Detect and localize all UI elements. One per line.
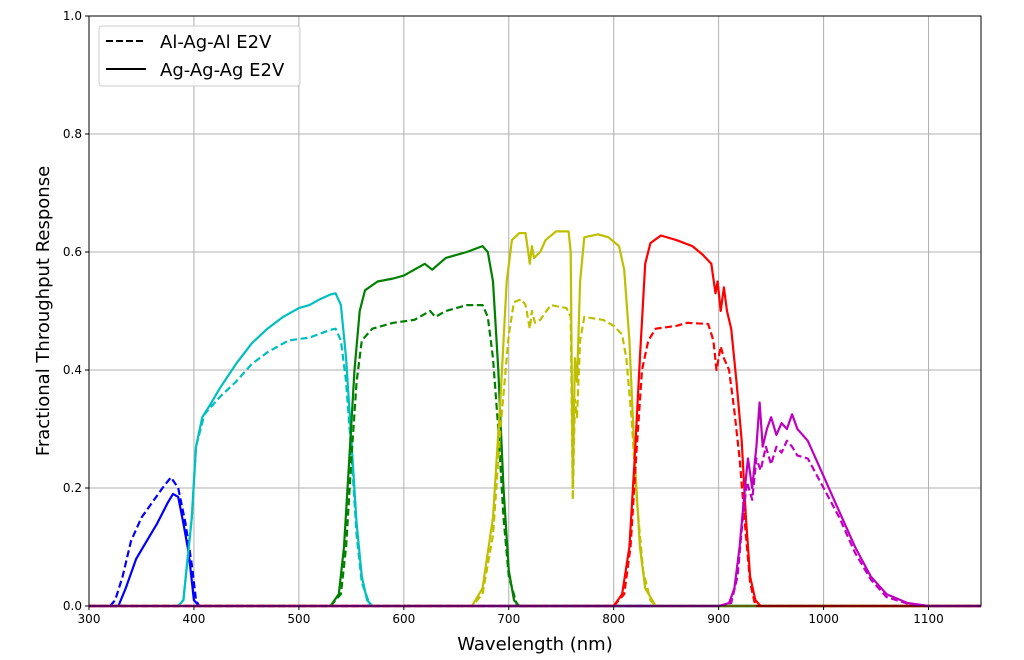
legend-label-al-ag-al: Al-Ag-Al E2V (160, 32, 272, 53)
y-tick-label: 0.8 (63, 127, 82, 141)
series-line-3-dashed (89, 327, 981, 608)
y-tick-label: 0.4 (63, 363, 82, 377)
plot-frame (88, 15, 982, 607)
series-group (89, 230, 981, 608)
series-line-10-solid (89, 401, 981, 608)
x-axis-ticks: 300 400 500 600 700 800 900 1000 1100 (78, 606, 944, 626)
series-line-5-dashed (89, 304, 981, 608)
y-tick-label: 0.2 (63, 481, 82, 495)
x-tick-label: 700 (497, 612, 520, 626)
x-tick-label: 500 (287, 612, 310, 626)
series-line-2-solid (89, 292, 981, 608)
grid (88, 15, 981, 607)
series-line-9-dashed (89, 321, 981, 608)
legend-label-ag-ag-ag: Ag-Ag-Ag E2V (160, 60, 285, 81)
x-tick-label: 800 (602, 612, 625, 626)
y-tick-label: 0.6 (63, 245, 82, 259)
y-tick-label: 1.0 (63, 9, 82, 23)
x-axis-label: Wavelength (nm) (457, 634, 613, 655)
y-axis-label: Fractional Throughput Response (33, 166, 54, 456)
series-line-0-solid (89, 492, 981, 608)
series-line-11-dashed (89, 439, 981, 608)
y-axis-ticks: 0.0 0.2 0.4 0.6 0.8 1.0 (63, 9, 89, 613)
legend: Al-Ag-Al E2V Ag-Ag-Ag E2V (98, 25, 301, 87)
series-line-7-dashed (89, 298, 981, 608)
series-line-6-solid (89, 230, 981, 608)
x-tick-label: 300 (78, 612, 101, 626)
series-line-1-dashed (89, 476, 981, 608)
series-line-8-solid (89, 234, 981, 608)
x-tick-label: 600 (392, 612, 415, 626)
y-tick-label: 0.0 (63, 599, 82, 613)
x-tick-label: 400 (182, 612, 205, 626)
legend-box (98, 25, 301, 87)
x-tick-label: 900 (707, 612, 730, 626)
x-tick-label: 1000 (808, 612, 839, 626)
x-tick-label: 1100 (913, 612, 944, 626)
series-line-4-solid (89, 245, 981, 608)
